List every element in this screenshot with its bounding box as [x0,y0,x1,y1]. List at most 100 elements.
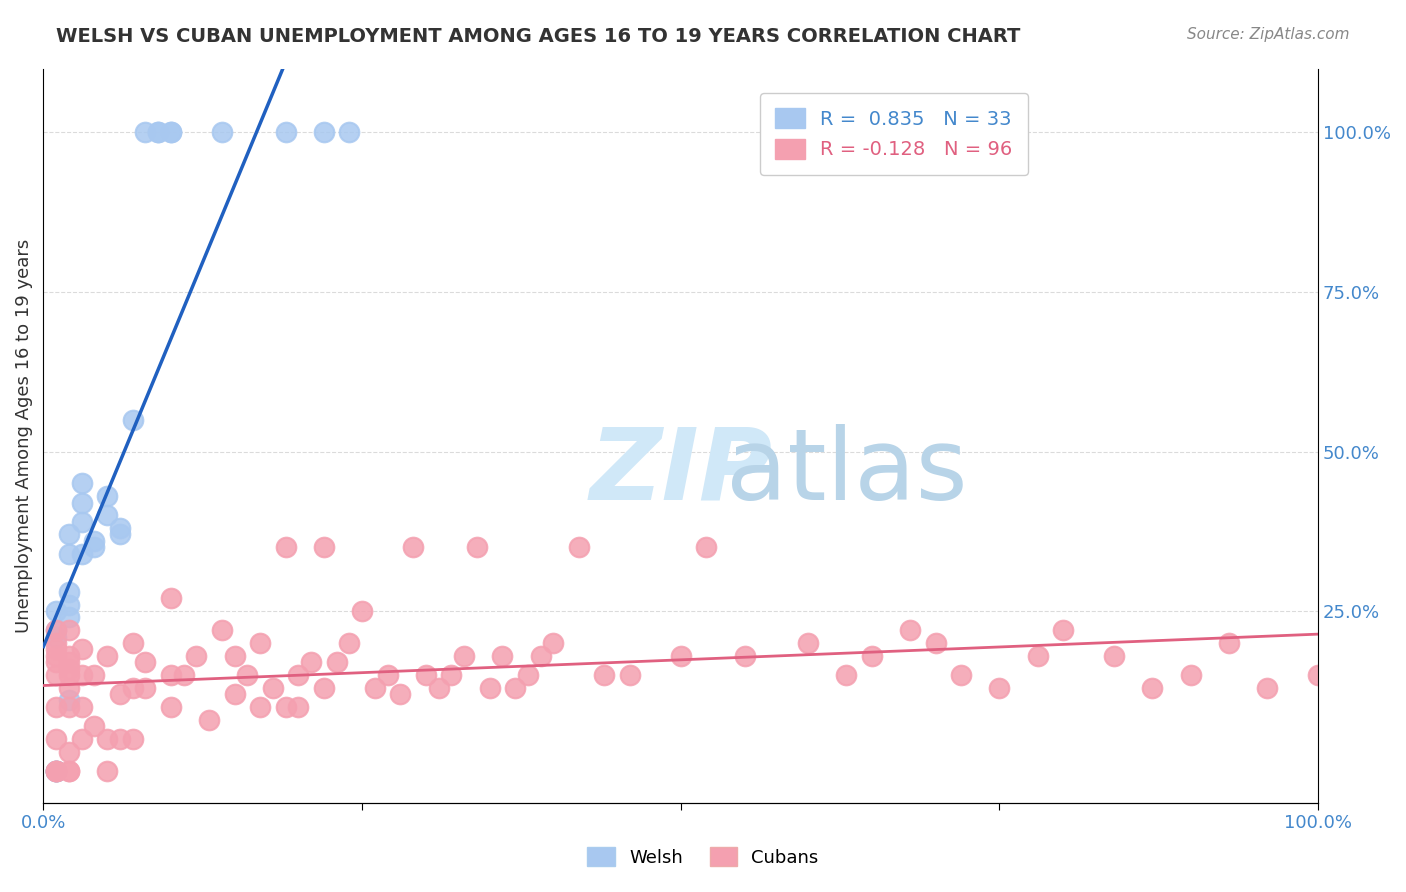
Point [45,624,67,638]
Point [312,541,335,555]
Point [402,541,425,555]
Point [1052,624,1074,638]
Point [262,681,284,695]
Point [45,764,67,778]
Point [734,648,756,663]
Point [45,642,67,657]
Point [364,681,387,695]
Point [898,624,921,638]
Point [58,547,80,561]
Point [58,624,80,638]
Point [325,655,347,669]
Point [160,125,183,139]
Point [465,541,488,555]
Point [427,681,450,695]
Point [312,125,335,139]
Point [453,648,475,663]
Point [988,681,1011,695]
Point [83,668,105,682]
Point [568,541,591,555]
Point [249,699,271,714]
Point [134,125,156,139]
Point [45,648,67,663]
Point [96,764,118,778]
Point [1308,668,1330,682]
Point [695,541,717,555]
Point [96,731,118,746]
Point [287,699,309,714]
Point [860,648,883,663]
Point [312,681,335,695]
Point [1026,648,1049,663]
Point [211,125,233,139]
Point [1102,648,1125,663]
Point [45,630,67,644]
Point [950,668,973,682]
Point [70,642,93,657]
Point [45,699,67,714]
Point [274,125,297,139]
Text: atlas: atlas [725,424,967,521]
Point [236,668,259,682]
Point [45,764,67,778]
Point [224,648,246,663]
Point [58,764,80,778]
Point [146,125,169,139]
Text: ZIP: ZIP [589,424,772,521]
Point [224,687,246,701]
Point [45,731,67,746]
Point [58,648,80,663]
Legend: Welsh, Cubans: Welsh, Cubans [581,840,825,874]
Point [134,681,156,695]
Point [58,745,80,759]
Point [45,764,67,778]
Point [58,668,80,682]
Point [108,731,131,746]
Point [543,636,565,650]
Point [96,489,118,503]
Point [186,648,208,663]
Point [249,636,271,650]
Point [45,624,67,638]
Point [1142,681,1164,695]
Point [58,699,80,714]
Point [491,648,513,663]
Point [669,648,692,663]
Point [146,125,169,139]
Point [70,476,93,491]
Point [96,648,118,663]
Point [70,547,93,561]
Point [134,655,156,669]
Point [1180,668,1202,682]
Point [478,681,501,695]
Point [58,764,80,778]
Point [1218,636,1240,650]
Point [160,591,183,606]
Point [70,495,93,509]
Point [58,681,80,695]
Point [45,764,67,778]
Point [160,699,183,714]
Point [108,521,131,535]
Point [58,661,80,675]
Point [337,125,360,139]
Text: Source: ZipAtlas.com: Source: ZipAtlas.com [1187,27,1350,42]
Point [58,598,80,612]
Point [58,610,80,624]
Point [121,731,143,746]
Point [440,668,463,682]
Point [121,636,143,650]
Point [160,668,183,682]
Point [121,412,143,426]
Point [337,636,360,650]
Point [96,508,118,523]
Point [58,585,80,599]
Point [45,604,67,618]
Point [797,636,820,650]
Point [108,687,131,701]
Point [45,655,67,669]
Point [121,681,143,695]
Point [925,636,948,650]
Point [58,527,80,541]
Point [287,668,309,682]
